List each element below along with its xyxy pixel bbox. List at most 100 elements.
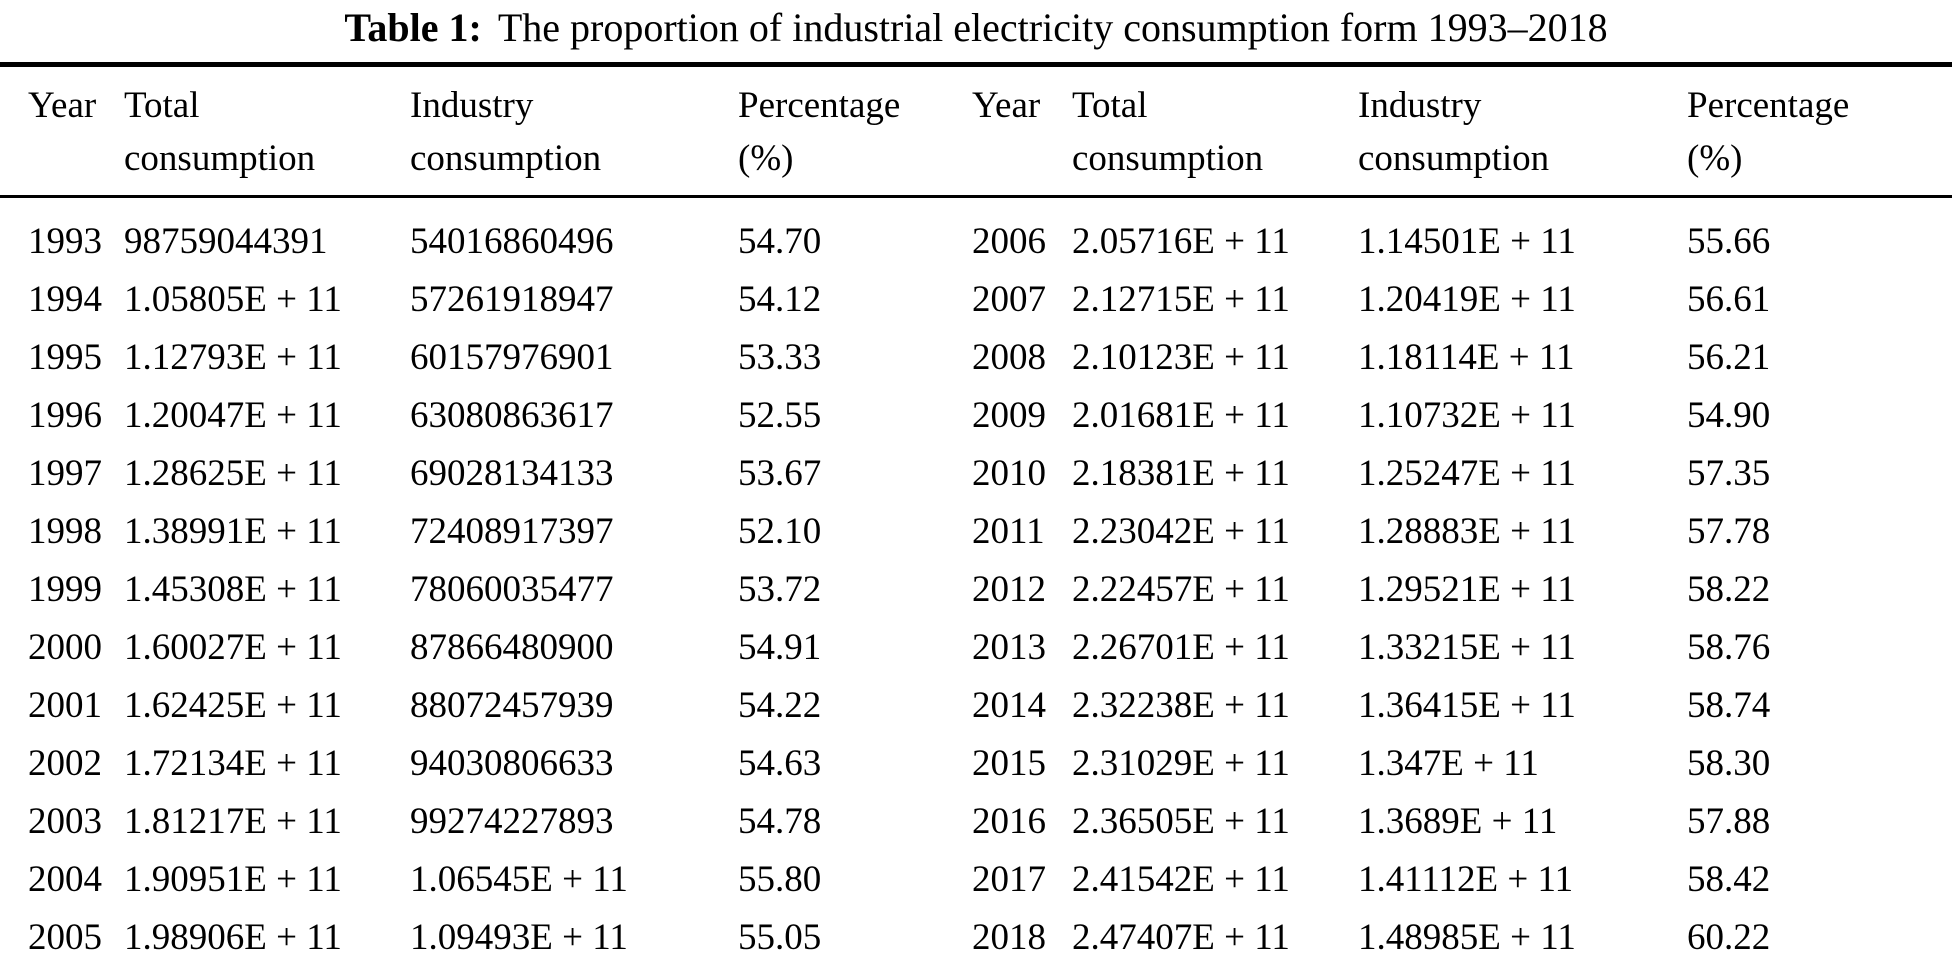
table-cell: 1.10732E + 11 (1358, 394, 1576, 436)
table-row: 1994 1.05805E + 11 57261918947 54.12 2007 2.1… (0, 270, 1952, 328)
table-cell: 69028134133 (410, 452, 614, 494)
table-cell: 54.70 (738, 220, 822, 262)
table-cell: 55.66 (1687, 220, 1771, 262)
table-cell: 2.47407E + 11 (1072, 916, 1290, 958)
table-cell: 1.41112E + 11 (1358, 858, 1574, 900)
table-cell: 1999 (28, 568, 102, 610)
table-cell: 54.22 (738, 684, 822, 726)
table-cell: 2015 (972, 742, 1046, 784)
table-cell: 52.55 (738, 394, 822, 436)
table-cell: 1.18114E + 11 (1358, 336, 1575, 378)
table-cell: 1.81217E + 11 (124, 800, 342, 842)
table-cell: 57.78 (1687, 510, 1771, 552)
table-cell: 57261918947 (410, 278, 614, 320)
table-cell: 58.30 (1687, 742, 1771, 784)
table-cell: 54.91 (738, 626, 822, 668)
table-cell: 2018 (972, 916, 1046, 958)
table-cell: 1.12793E + 11 (124, 336, 342, 378)
table-cell: 2.05716E + 11 (1072, 220, 1290, 262)
table-cell: 2.18381E + 11 (1072, 452, 1290, 494)
table-cell: 57.35 (1687, 452, 1771, 494)
table-cell: 63080863617 (410, 394, 614, 436)
table-cell: 2002 (28, 742, 102, 784)
table-cell: 1.20047E + 11 (124, 394, 342, 436)
table-caption: Table 1: The proportion of industrial ele… (0, 0, 1952, 62)
table-cell: 2.36505E + 11 (1072, 800, 1290, 842)
table-cell: 1.06545E + 11 (410, 858, 628, 900)
table-cell: 54.63 (738, 742, 822, 784)
table-cell: 1.14501E + 11 (1358, 220, 1576, 262)
table-cell: 2014 (972, 684, 1046, 726)
header-industry-consumption-right: Industry consumption (1358, 64, 1687, 198)
table-cell: 2006 (972, 220, 1046, 262)
table-cell: 2.01681E + 11 (1072, 394, 1290, 436)
header-year-right: Year (972, 64, 1072, 198)
table-cell: 1.62425E + 11 (124, 684, 342, 726)
table-cell: 87866480900 (410, 626, 614, 668)
table-cell: 58.76 (1687, 626, 1771, 668)
header-industry-consumption-left: Industry consumption (410, 64, 738, 198)
header-total-consumption-right: Total consumption (1072, 64, 1358, 198)
header-percentage-left: Percentage (%) (738, 64, 972, 198)
table-cell: 54.90 (1687, 394, 1771, 436)
table-header: Year Total consumption Industry consumpt… (0, 64, 1952, 198)
table-cell: 1.09493E + 11 (410, 916, 628, 958)
table-cell: 94030806633 (410, 742, 614, 784)
table-cell: 1.33215E + 11 (1358, 626, 1576, 668)
table-cell: 1.3689E + 11 (1358, 800, 1558, 842)
table-cell: 2001 (28, 684, 102, 726)
table-cell: 58.74 (1687, 684, 1771, 726)
table-cell: 55.05 (738, 916, 822, 958)
table-cell: 2017 (972, 858, 1046, 900)
table-row: 2002 1.72134E + 11 94030806633 54.63 2015 2.3… (0, 734, 1952, 792)
table-header-row: Year Total consumption Industry consumpt… (0, 64, 1952, 198)
table-cell: 54.78 (738, 800, 822, 842)
table-cell: 53.67 (738, 452, 822, 494)
table-cell: 1.98906E + 11 (124, 916, 342, 958)
table-cell: 1.36415E + 11 (1358, 684, 1576, 726)
table-cell: 57.88 (1687, 800, 1771, 842)
table-cell: 72408917397 (410, 510, 614, 552)
table-cell: 1.25247E + 11 (1358, 452, 1576, 494)
table-cell: 1.05805E + 11 (124, 278, 342, 320)
table-cell: 1993 (28, 220, 102, 262)
table-cell: 2.31029E + 11 (1072, 742, 1290, 784)
table-cell: 2000 (28, 626, 102, 668)
table-row: 2000 1.60027E + 11 87866480900 54.91 2013 2.2… (0, 618, 1952, 676)
table-cell: 1.90951E + 11 (124, 858, 342, 900)
table-cell: 1.347E + 11 (1358, 742, 1539, 784)
table-row: 1998 1.38991E + 11 72408917397 52.10 2011 2.2… (0, 502, 1952, 560)
table-cell: 1996 (28, 394, 102, 436)
table-cell: 58.42 (1687, 858, 1771, 900)
table-cell: 56.21 (1687, 336, 1771, 378)
header-year-left: Year (0, 64, 124, 198)
table-cell: 2003 (28, 800, 102, 842)
table-row: 1993 98759044391 54016860496 54.70 2006 2.057… (0, 197, 1952, 271)
table-cell: 2009 (972, 394, 1046, 436)
table-cell: 58.22 (1687, 568, 1771, 610)
table-cell: 1.20419E + 11 (1358, 278, 1576, 320)
table-cell: 99274227893 (410, 800, 614, 842)
table-cell: 2007 (972, 278, 1046, 320)
table-cell: 2.10123E + 11 (1072, 336, 1290, 378)
header-percentage-right: Percentage (%) (1687, 64, 1952, 198)
table-row: 1999 1.45308E + 11 78060035477 53.72 2012 2.2… (0, 560, 1952, 618)
table-cell: 53.72 (738, 568, 822, 610)
table-row: 1996 1.20047E + 11 63080863617 52.55 2009 2.0… (0, 386, 1952, 444)
table-row: 2003 1.81217E + 11 99274227893 54.78 2016 2.3… (0, 792, 1952, 850)
table-cell: 78060035477 (410, 568, 614, 610)
table-row: 1995 1.12793E + 11 60157976901 53.33 2008 2.1… (0, 328, 1952, 386)
table-cell: 1998 (28, 510, 102, 552)
table-cell: 2012 (972, 568, 1046, 610)
table-cell: 98759044391 (124, 220, 328, 262)
table-cell: 1994 (28, 278, 102, 320)
table-caption-label: Table 1: (344, 5, 482, 50)
consumption-table: Year Total consumption Industry consumpt… (0, 62, 1952, 964)
table-cell: 2.26701E + 11 (1072, 626, 1290, 668)
table-cell: 2013 (972, 626, 1046, 668)
table-cell: 1.38991E + 11 (124, 510, 342, 552)
table-row: 1997 1.28625E + 11 69028134133 53.67 2010 2.1… (0, 444, 1952, 502)
table-row: 2004 1.90951E + 11 1.06545E + 11 55.80 2017 2… (0, 850, 1952, 908)
table-cell: 1.28883E + 11 (1358, 510, 1576, 552)
